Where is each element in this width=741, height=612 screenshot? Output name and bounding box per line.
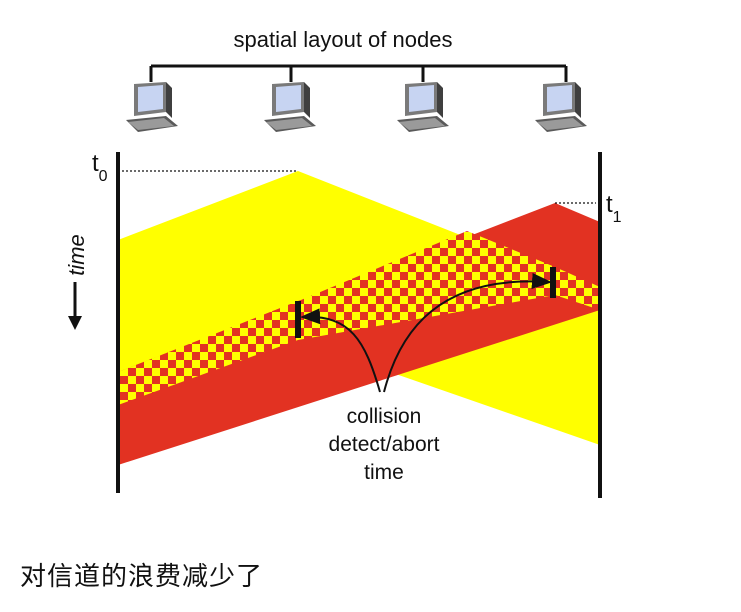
annotation-arrow-left — [300, 308, 381, 393]
t1-label: t1 — [606, 191, 622, 226]
node-bracket — [149, 64, 568, 82]
computer-icon — [397, 82, 449, 132]
annotation-line-1: collision — [347, 405, 422, 428]
annotation-arrow-right — [383, 272, 552, 393]
annotation-line-3: time — [364, 461, 404, 484]
collision-overlap-region — [118, 231, 600, 405]
computer-icon — [535, 82, 587, 132]
computer-icon — [126, 82, 178, 132]
computer-icon — [264, 82, 316, 132]
caption: 对信道的浪费减少了 — [20, 562, 264, 592]
down-arrow-icon — [68, 282, 82, 330]
annotation-line-2: detect/abort — [329, 433, 440, 456]
diagram-title: spatial layout of nodes — [234, 27, 453, 52]
time-axis-label: time — [64, 234, 89, 276]
t0-label: t0 — [92, 150, 108, 185]
